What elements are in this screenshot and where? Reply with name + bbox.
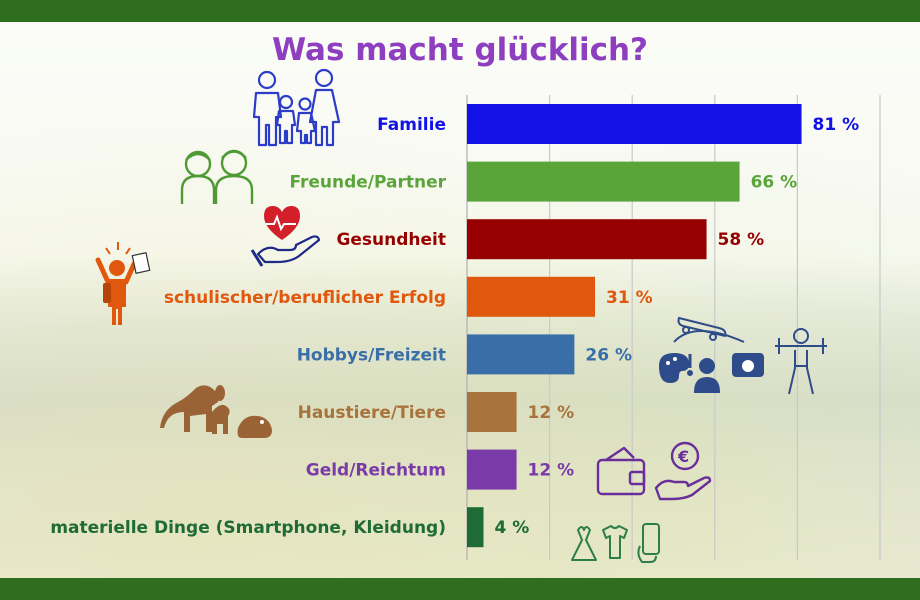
hobbies-icon — [658, 316, 827, 395]
bar-4 — [467, 276, 596, 317]
value-label-1: 81 % — [813, 115, 860, 135]
family-icon — [252, 68, 341, 147]
bar-2 — [467, 161, 740, 202]
value-label-8: 4 % — [495, 518, 530, 538]
bar-7 — [467, 449, 517, 490]
value-label-4: 31 % — [606, 288, 653, 308]
category-label-1: Familie — [377, 115, 446, 135]
category-labels: Familie Freunde/Partner Gesundheit schulisc… — [50, 115, 446, 538]
category-label-8: materielle Dinge (Smartphone, Kleidung) — [50, 518, 446, 538]
category-label-6: Haustiere/Tiere — [298, 403, 446, 423]
category-label-5: Hobbys/Freizeit — [297, 345, 446, 365]
category-label-2: Freunde/Partner — [289, 173, 446, 193]
value-labels: 81 % 66 % 58 % 31 % 26 % 12 % 12 % 4 % — [495, 115, 860, 538]
wallet-euro-icon: € — [596, 441, 712, 501]
chart-title: Was macht glücklich? — [271, 32, 649, 68]
friends-icon — [180, 149, 254, 204]
svg-text:€: € — [677, 447, 689, 466]
bars — [467, 104, 802, 548]
bar-6 — [467, 392, 517, 432]
bar-5 — [467, 334, 575, 375]
success-student-icon — [95, 242, 151, 325]
bar-8 — [467, 507, 484, 548]
category-label-4: schulischer/beruflicher Erfolg — [164, 288, 446, 308]
clothes-phone-icon — [571, 523, 660, 563]
bottom-border — [0, 578, 920, 600]
value-label-5: 26 % — [585, 345, 632, 365]
bar-3 — [467, 219, 707, 260]
top-border — [0, 0, 920, 22]
value-label-2: 66 % — [751, 173, 798, 193]
pets-icon — [160, 385, 272, 438]
health-heart-hand-icon — [250, 206, 321, 267]
value-label-6: 12 % — [528, 403, 575, 423]
value-label-3: 58 % — [718, 230, 765, 250]
category-label-3: Gesundheit — [336, 230, 446, 250]
category-label-7: Geld/Reichtum — [306, 461, 446, 481]
value-label-7: 12 % — [528, 461, 575, 481]
bar-1 — [467, 104, 802, 144]
